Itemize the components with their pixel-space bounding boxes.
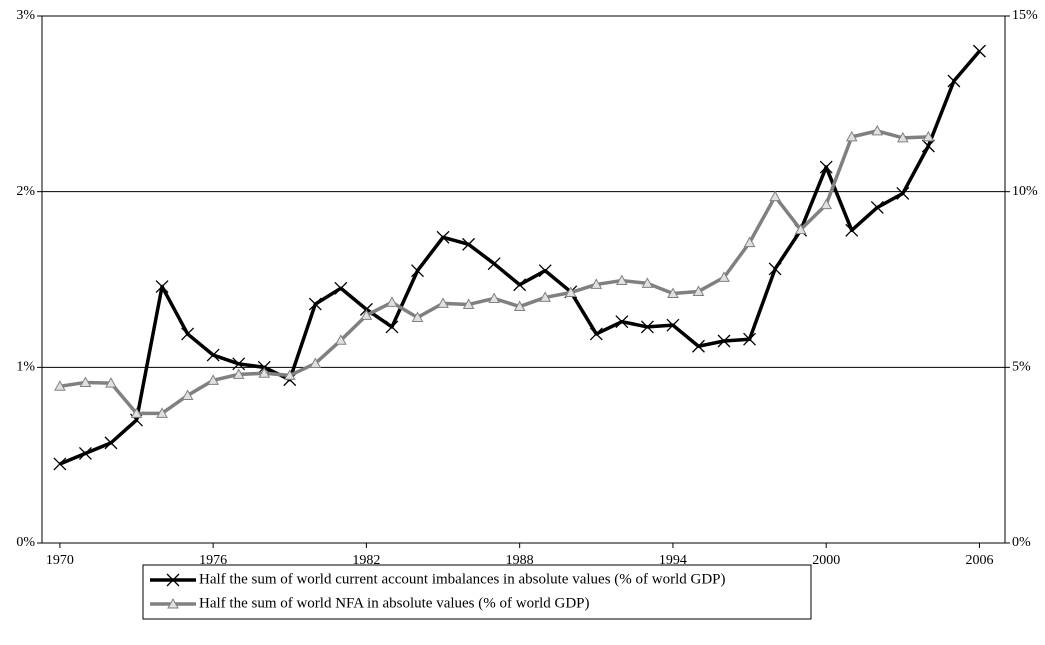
marker	[666, 318, 680, 332]
marker	[641, 277, 654, 288]
marker	[513, 278, 527, 292]
marker	[104, 436, 118, 450]
marker	[283, 369, 296, 380]
marker	[308, 297, 322, 311]
marker	[667, 287, 679, 299]
legend-marker	[167, 597, 179, 609]
marker	[922, 130, 935, 142]
marker	[335, 334, 347, 345]
marker	[105, 377, 117, 388]
marker	[437, 297, 449, 308]
marker	[947, 74, 961, 88]
x-tick-label: 2006	[965, 553, 993, 568]
marker	[717, 334, 731, 348]
series-line	[59, 49, 981, 466]
marker	[411, 264, 424, 278]
marker	[845, 223, 859, 237]
y2-tick-label: 0%	[1012, 535, 1031, 550]
marker	[743, 332, 757, 346]
legend-label: Half the sum of world current account im…	[199, 571, 726, 587]
marker	[564, 286, 577, 297]
marker	[232, 368, 245, 379]
marker	[640, 320, 654, 334]
marker	[769, 190, 781, 202]
marker	[386, 296, 398, 307]
marker	[487, 257, 501, 271]
x-tick-label: 1994	[659, 553, 687, 568]
marker	[334, 281, 348, 295]
marker	[462, 298, 475, 309]
marker	[513, 300, 526, 312]
marker	[870, 201, 884, 214]
marker	[53, 457, 67, 471]
x-tick-label: 1988	[506, 553, 534, 568]
x-tick-label: 2000	[812, 553, 840, 568]
legend-label: Half the sum of world NFA in absolute va…	[199, 595, 590, 611]
marker	[794, 223, 807, 235]
marker	[258, 367, 271, 378]
marker	[360, 309, 373, 320]
marker	[54, 380, 66, 391]
marker	[819, 160, 833, 174]
marker	[921, 139, 935, 153]
y-tick-label: 1%	[16, 360, 35, 375]
marker	[590, 278, 603, 289]
marker	[436, 230, 450, 244]
marker	[232, 357, 246, 371]
plot-frame	[41, 15, 1006, 544]
marker	[385, 320, 399, 334]
marker	[538, 264, 552, 278]
x-tick-label: 1970	[46, 553, 74, 568]
marker	[462, 237, 476, 251]
marker	[207, 374, 219, 385]
marker	[896, 131, 909, 143]
marker	[130, 407, 143, 418]
y-tick-label: 2%	[16, 184, 35, 199]
legend-box	[142, 564, 812, 620]
marker	[692, 339, 705, 353]
marker	[692, 285, 705, 296]
marker	[181, 389, 194, 400]
marker	[181, 327, 195, 341]
marker	[79, 376, 92, 387]
marker	[206, 348, 220, 362]
marker	[820, 198, 833, 210]
marker	[539, 291, 552, 302]
y2-tick-label: 15%	[1012, 8, 1038, 23]
x-tick-label: 1982	[352, 553, 380, 568]
x-tick-label: 1976	[199, 553, 227, 568]
marker	[156, 407, 168, 418]
marker	[309, 357, 322, 368]
marker	[488, 292, 500, 303]
marker	[768, 262, 782, 276]
marker	[871, 124, 884, 136]
y2-tick-label: 10%	[1012, 184, 1038, 199]
marker	[718, 271, 730, 282]
marker	[615, 274, 628, 286]
legend-marker	[166, 573, 180, 587]
marker	[411, 311, 424, 322]
marker	[896, 186, 910, 200]
marker	[743, 236, 756, 248]
marker	[615, 315, 629, 329]
y2-tick-label: 5%	[1012, 360, 1031, 375]
marker	[589, 327, 603, 341]
marker	[845, 130, 858, 142]
y-tick-label: 3%	[16, 8, 35, 23]
y-tick-label: 0%	[16, 535, 35, 550]
marker	[78, 446, 92, 460]
series-line	[59, 129, 929, 416]
marker	[155, 280, 169, 293]
marker	[972, 44, 986, 58]
